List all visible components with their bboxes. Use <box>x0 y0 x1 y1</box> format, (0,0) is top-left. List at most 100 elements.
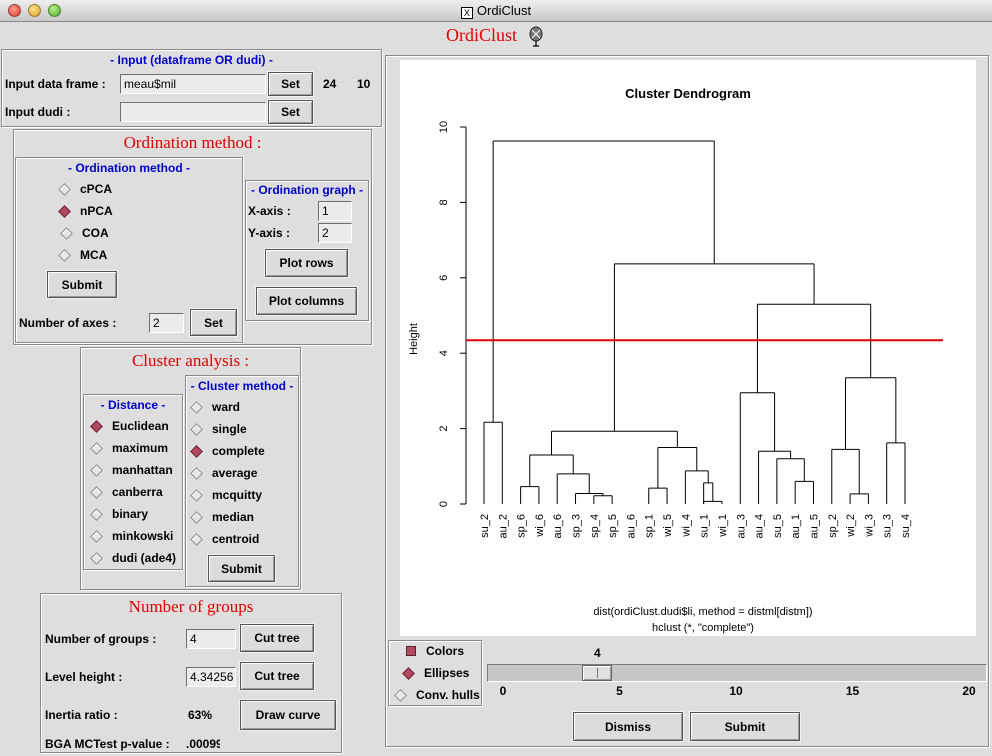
set-dudi-button[interactable]: Set <box>268 100 313 124</box>
leaf-label: wi_3 <box>863 514 875 538</box>
set-data-frame-button[interactable]: Set <box>268 72 313 96</box>
ordination-radio-npca-mark <box>58 204 71 218</box>
distance-radio-canberra-mark <box>90 485 103 499</box>
plot-columns-button[interactable]: Plot columns <box>256 287 357 315</box>
groups-slider-thumb[interactable] <box>582 665 612 681</box>
distance-radio-dudi-ade4-label: dudi (ade4) <box>112 551 177 565</box>
leaf-label: sp_1 <box>644 514 656 538</box>
distance-radio-canberra[interactable]: canberra <box>90 485 163 499</box>
leaf-label: sp_4 <box>589 514 601 538</box>
ordination-radio-coa-label: COA <box>82 226 109 240</box>
level-height-field[interactable]: 4.34256 <box>186 667 236 687</box>
leaf-label: wi_1 <box>717 514 729 538</box>
distance-radio-manhattan[interactable]: manhattan <box>90 463 173 477</box>
number-of-groups-field[interactable]: 4 <box>186 629 236 649</box>
ordination-radio-cpca[interactable]: cPCA <box>58 182 112 196</box>
distance-radio-minkowski[interactable]: minkowski <box>90 529 173 543</box>
leaf-label: wi_5 <box>662 514 674 538</box>
cluster-method-radio-ward-mark <box>190 400 203 414</box>
cluster-method-radio-mcquitty[interactable]: mcquitty <box>190 488 262 502</box>
cut-tree-height-button[interactable]: Cut tree <box>240 662 314 690</box>
distance-radio-dudi-ade4[interactable]: dudi (ade4) <box>90 551 176 565</box>
y-tick-label-8: 8 <box>438 199 450 205</box>
leaf-label: sp_2 <box>827 514 839 538</box>
cluster-method-radio-ward[interactable]: ward <box>190 400 240 414</box>
input-frame-title: - Input (dataframe OR dudi) - <box>110 53 273 67</box>
ordination-radio-mca[interactable]: MCA <box>58 248 107 262</box>
minimize-window-button[interactable] <box>28 4 41 17</box>
cluster-method-radio-single[interactable]: single <box>190 422 247 436</box>
distance-radio-minkowski-mark <box>90 529 103 543</box>
ordination-radio-coa-mark <box>60 226 73 240</box>
ordination-radio-coa[interactable]: COA <box>60 226 109 240</box>
input-dudi-field[interactable] <box>120 102 266 122</box>
ellipses-radio[interactable]: Ellipses <box>402 666 469 680</box>
groups-title: Number of groups <box>128 597 254 616</box>
input-data-frame-field[interactable]: meau$mil <box>120 74 266 94</box>
draw-curve-button[interactable]: Draw curve <box>240 700 336 730</box>
leaf-label: au_5 <box>808 514 820 538</box>
leaf-label: sp_6 <box>516 514 528 538</box>
cluster-method-radio-median[interactable]: median <box>190 510 254 524</box>
ordination-radio-cpca-mark <box>58 182 71 196</box>
dendrogram-plot: Cluster Dendrogram 0 2 4 6 8 10 Height su_2 au_2 s… <box>400 60 976 636</box>
conv-hulls-radio-mark <box>394 688 407 702</box>
conv-hulls-radio[interactable]: Conv. hulls <box>394 688 480 702</box>
ordination-radio-mca-label: MCA <box>80 248 108 262</box>
leaf-label: au_3 <box>735 514 747 538</box>
slider-value: 4 <box>594 646 601 660</box>
y-tick-label-2: 2 <box>438 426 450 432</box>
dismiss-button[interactable]: Dismiss <box>573 712 683 741</box>
ordination-submit-button[interactable]: Submit <box>47 271 117 298</box>
distance-radio-binary[interactable]: binary <box>90 507 148 521</box>
cluster-submit-button[interactable]: Submit <box>208 555 275 582</box>
set-axes-button[interactable]: Set <box>190 309 237 336</box>
cluster-method-radio-centroid[interactable]: centroid <box>190 532 259 546</box>
leaf-label: sp_3 <box>571 514 583 538</box>
distance-radio-canberra-label: canberra <box>112 485 163 499</box>
slider-tick-10: 10 <box>729 684 743 698</box>
input-frame: - Input (dataframe OR dudi) - <box>1 49 382 127</box>
cluster-method-radio-centroid-label: centroid <box>212 532 260 546</box>
x-axis-sublabel: hclust (*, "complete") <box>652 622 754 634</box>
inertia-ratio-value: 63% <box>188 708 213 722</box>
y-tick-label-10: 10 <box>438 121 450 133</box>
leaf-label: wi_6 <box>534 514 546 538</box>
distance-radio-binary-mark <box>90 507 103 521</box>
colors-checkbox[interactable]: Colors <box>404 644 464 658</box>
groups-frame: Number of groups <box>40 593 342 753</box>
y-axis-field[interactable]: 2 <box>318 223 352 243</box>
cluster-method-radio-complete-mark <box>190 444 203 458</box>
cluster-method-radio-average[interactable]: average <box>190 466 257 480</box>
ordination-graph-frame: - Ordination graph - <box>245 180 369 321</box>
ordination-radio-npca[interactable]: nPCA <box>58 204 113 218</box>
slider-tick-15: 15 <box>845 684 860 698</box>
leaf-label: sp_5 <box>607 514 619 538</box>
distance-radio-manhattan-mark <box>90 463 103 477</box>
display-options-frame <box>388 640 482 706</box>
distance-radio-euclidean[interactable]: Euclidean <box>90 419 169 433</box>
cut-tree-groups-button[interactable]: Cut tree <box>240 624 314 652</box>
cluster-method-radio-complete[interactable]: complete <box>190 444 265 458</box>
cluster-method-radio-average-label: average <box>212 466 258 480</box>
distance-radio-maximum[interactable]: maximum <box>90 441 168 455</box>
ordination-radio-npca-label: nPCA <box>80 204 113 218</box>
ordination-method-frame: - Ordination method - <box>15 157 243 343</box>
close-window-button[interactable] <box>8 4 21 17</box>
groups-slider-trough[interactable] <box>487 664 987 682</box>
colors-checkbox-mark <box>406 646 416 656</box>
x-axis-label: X-axis : <box>248 204 291 218</box>
zoom-window-button[interactable] <box>48 4 61 17</box>
distance-frame-title: - Distance - <box>100 398 166 412</box>
cluster-method-frame-title: - Cluster method - <box>190 379 294 393</box>
rows-count: 24 <box>323 77 337 91</box>
number-of-groups-label: Number of groups : <box>45 632 157 646</box>
cluster-analysis-title: Cluster analysis : <box>131 351 250 370</box>
submit-button[interactable]: Submit <box>690 712 800 741</box>
plot-panel-frame <box>385 55 989 747</box>
number-of-axes-field[interactable]: 2 <box>149 313 184 333</box>
plot-rows-button[interactable]: Plot rows <box>265 249 348 277</box>
distance-radio-maximum-label: maximum <box>112 441 169 455</box>
x-axis-field[interactable]: 1 <box>318 201 352 221</box>
cluster-method-radio-average-mark <box>190 466 203 480</box>
